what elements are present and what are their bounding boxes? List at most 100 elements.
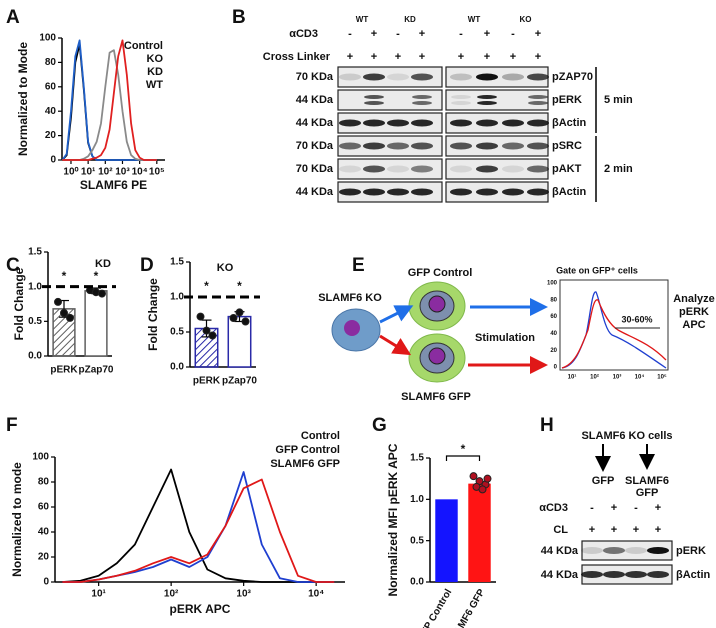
blot-band — [339, 73, 361, 81]
data-point — [483, 474, 492, 483]
panel-letter: H — [540, 415, 554, 436]
readout-label: APC — [682, 319, 705, 331]
y-tick-label: 100 — [32, 452, 49, 463]
inset-y-tick: 60 — [550, 314, 557, 320]
inset-y-tick: 40 — [550, 331, 557, 337]
y-tick-label: 1.5 — [170, 257, 184, 268]
blot-band — [527, 142, 549, 150]
y-tick-label: 20 — [45, 130, 57, 141]
sign: - — [396, 28, 400, 40]
group-label: SLAMF6 — [625, 475, 669, 487]
row-label: Cross Linker — [263, 51, 331, 63]
blot-band — [502, 119, 524, 127]
y-axis-label: Normalized to Mode — [16, 42, 30, 156]
sign: + — [611, 502, 617, 514]
blot-band — [364, 101, 384, 105]
blot-band — [339, 188, 361, 196]
annotation: * — [237, 279, 242, 293]
percent-label: 30-60% — [621, 314, 652, 324]
arrow-label: Stimulation — [475, 332, 535, 344]
legend-entry: WT — [146, 79, 163, 91]
y-tick-label: 0.5 — [28, 316, 42, 327]
blot-band — [581, 547, 603, 554]
data-point — [241, 317, 250, 326]
blot-strip — [581, 540, 673, 561]
protein-label: pZAP70 — [552, 71, 593, 83]
y-tick-label: 80 — [38, 477, 50, 488]
sign: - — [511, 28, 515, 40]
y-tick-label: 60 — [38, 502, 50, 513]
legend-entry: KO — [147, 53, 164, 65]
row-label: αCD3 — [289, 28, 318, 40]
group-label: WT — [356, 15, 369, 24]
time-label: 2 min — [604, 163, 633, 175]
sign: + — [655, 502, 661, 514]
sign: + — [510, 51, 516, 63]
blot-band — [477, 101, 497, 105]
inset-x-tick: 10⁵ — [657, 375, 667, 381]
inset-x-tick: 10⁴ — [635, 375, 645, 381]
y-tick-label: 1.0 — [410, 494, 424, 505]
group-label: KD — [404, 15, 416, 24]
mw-label: 70 KDa — [296, 163, 334, 175]
x-tick-label: 10¹ — [91, 589, 106, 600]
time-label: 5 min — [604, 94, 633, 106]
blot-band — [339, 142, 361, 150]
mw-label: 70 KDa — [296, 71, 334, 83]
blot-band — [581, 571, 603, 578]
readout-label: pERK — [679, 306, 709, 318]
sign: + — [655, 524, 661, 536]
group-label: WT — [468, 15, 481, 24]
sign: + — [458, 51, 464, 63]
sign: + — [347, 51, 353, 63]
blot-band — [411, 142, 433, 150]
y-tick-label: 40 — [45, 106, 57, 117]
x-tick-label: pZap70 — [78, 365, 113, 376]
nucleus — [428, 347, 446, 365]
y-tick-label: 40 — [38, 527, 50, 538]
blot-band — [450, 142, 472, 150]
blot-band — [476, 165, 498, 173]
inset-y-tick: 80 — [550, 297, 557, 303]
panel-letter: B — [232, 7, 246, 28]
mw-label: 44 KDa — [296, 186, 334, 198]
blot-band — [339, 165, 361, 173]
inset-y-tick: 20 — [550, 348, 557, 354]
x-tick-label: 10² — [164, 589, 179, 600]
blot-band — [528, 95, 548, 99]
blot-band — [387, 73, 409, 81]
series-line — [62, 49, 157, 161]
group-label: GFP — [592, 475, 615, 487]
readout-label: Analyze — [673, 293, 715, 305]
x-axis-label: SLAMF6 PE — [80, 178, 147, 192]
y-tick-label: 0.0 — [28, 351, 42, 362]
y-tick-label: 1.5 — [28, 247, 42, 258]
blot-band — [387, 165, 409, 173]
data-point — [98, 289, 106, 298]
blot-band — [387, 119, 409, 127]
inset-x-tick: 10³ — [613, 374, 622, 381]
sign: - — [590, 502, 594, 514]
x-tick-label: 10⁴ — [308, 589, 324, 600]
annotation: * — [204, 279, 209, 293]
diagram-e — [331, 279, 669, 472]
blot-band — [411, 73, 433, 81]
blot-band — [527, 188, 549, 196]
blot-band — [625, 571, 647, 578]
protein-label: pAKT — [552, 163, 582, 175]
cell-label: SLAMF6 GFP — [401, 391, 471, 403]
nucleus — [428, 295, 446, 313]
annotation: * — [94, 269, 99, 283]
y-tick-label: 1.0 — [28, 281, 42, 292]
mw-label: 44 KDa — [296, 117, 334, 129]
protein-label: βActin — [676, 569, 710, 581]
y-axis-label: Normalized MFI pERK APC — [386, 443, 400, 596]
sign: + — [484, 51, 490, 63]
data-point — [469, 472, 478, 481]
sign: - — [348, 28, 352, 40]
y-axis-label: Fold Change — [12, 267, 26, 340]
annotation: * — [62, 269, 67, 283]
arrow — [379, 305, 414, 324]
blot-band — [412, 95, 432, 99]
sign: + — [484, 28, 490, 40]
